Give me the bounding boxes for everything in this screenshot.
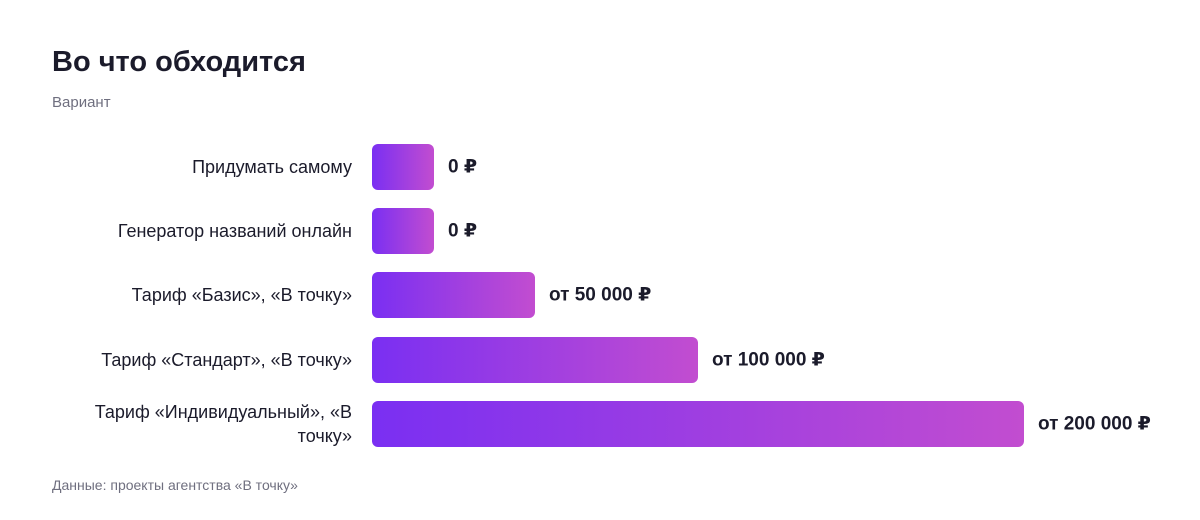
y-tick-label: Придумать самому	[192, 157, 352, 177]
bar	[372, 400, 1024, 447]
bar	[372, 336, 698, 383]
source-note: Данные: проекты агентства «В точку»	[52, 477, 298, 493]
chart-title: Во что обходится	[52, 46, 306, 78]
y-tick-label: Тариф «Базис», «В точку»	[131, 285, 352, 306]
bar	[372, 144, 434, 190]
value-label: 0 ₽	[448, 156, 478, 178]
y-tick-label: Генератор названий онлайн	[117, 221, 352, 242]
bar	[372, 208, 434, 255]
y-tick-label: Тариф «Индивидуальный», «В точку»	[94, 401, 352, 446]
value-label: 0 ₽	[448, 220, 478, 242]
value-label: от 50 000 ₽	[549, 284, 652, 306]
value-label: от 200 000 ₽	[1038, 413, 1151, 435]
axis-label: Вариант	[52, 94, 111, 111]
bar	[372, 272, 535, 319]
y-tick-label: Тариф «Стандарт», «В точку»	[101, 349, 352, 370]
value-label: от 100 000 ₽	[712, 349, 825, 371]
